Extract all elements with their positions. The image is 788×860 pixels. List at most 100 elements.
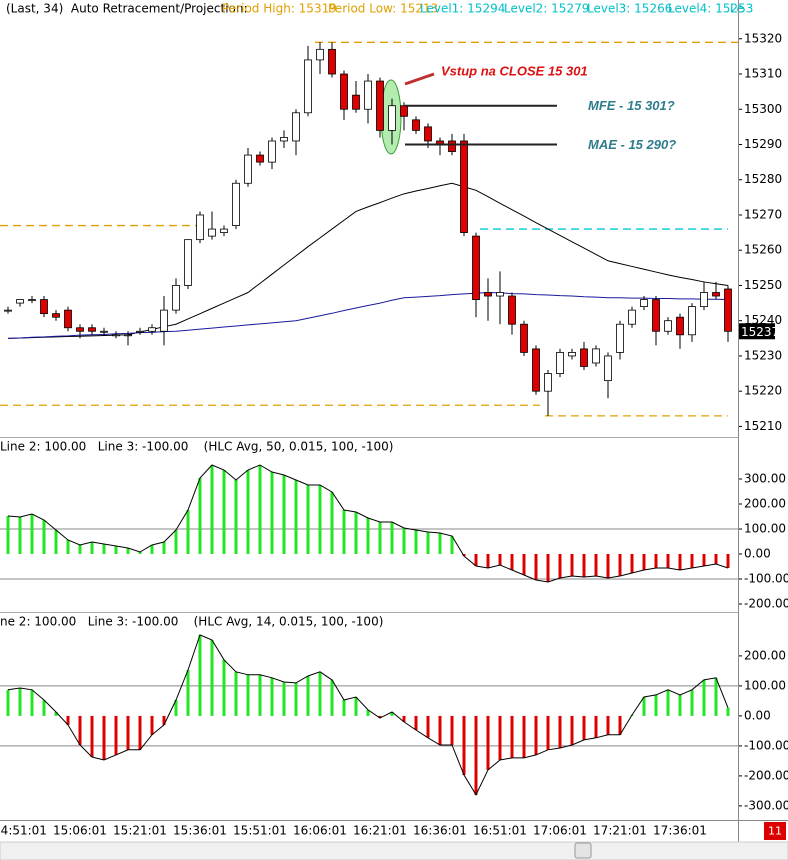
candle-body: [508, 295, 516, 325]
candle-body: [628, 309, 636, 325]
candle-body: [196, 214, 204, 241]
histogram-bar: [474, 715, 478, 795]
histogram-bar: [618, 715, 622, 735]
x-tick-label: 16:21:01: [353, 824, 407, 838]
histogram-bar: [462, 715, 466, 775]
histogram-bar: [654, 554, 658, 568]
histogram-bar: [438, 533, 442, 554]
histogram-bar: [234, 671, 238, 716]
histogram-bar: [486, 554, 490, 568]
scrollbar-thumb[interactable]: [574, 842, 592, 859]
y-tick-label: 15300: [744, 102, 782, 116]
x-tick-label: 16:36:01: [413, 824, 467, 838]
histogram-bar: [282, 682, 286, 716]
histogram-bar: [666, 689, 670, 716]
candle-body: [580, 348, 588, 367]
histogram-bar: [18, 688, 22, 716]
histogram-bar: [258, 674, 262, 716]
overlay: (Last, 34) Auto Retracement/Projection:P…: [0, 2, 788, 838]
histogram-bar: [474, 554, 478, 566]
histogram-bar: [378, 522, 382, 554]
histogram-bar: [102, 544, 106, 554]
candle-body: [688, 306, 696, 336]
histogram-bar: [174, 700, 178, 716]
histogram-bar: [174, 530, 178, 554]
candle-body: [424, 126, 432, 142]
candle-body: [256, 154, 264, 163]
entry-arrow: [404, 72, 435, 86]
y-tick-label: 15260: [744, 243, 782, 257]
candle-body: [172, 285, 180, 311]
histogram-bar: [354, 697, 358, 716]
histogram-bar: [186, 510, 190, 554]
histogram-envelope: [7, 634, 729, 796]
candle-body: [700, 292, 708, 308]
histogram-bar: [678, 694, 682, 716]
histogram-bar: [642, 697, 646, 716]
histogram-bar: [702, 679, 706, 716]
candle-body: [88, 327, 96, 332]
candle-body: [532, 348, 540, 392]
y-tick-label: 15210: [744, 419, 782, 433]
candle-body: [328, 48, 336, 75]
histogram-bar: [270, 472, 274, 554]
histogram-bar: [606, 554, 610, 578]
candle-body: [16, 299, 24, 304]
y-tick-label: 0.00: [744, 547, 771, 561]
histogram-bar: [366, 709, 370, 716]
candle-body: [280, 137, 288, 142]
histogram-bar: [114, 546, 118, 554]
histogram-bar: [162, 542, 166, 554]
histogram-bar: [162, 715, 166, 725]
last-price-label: 15237: [741, 325, 779, 339]
histogram-bar: [402, 715, 406, 722]
histogram-bar: [582, 554, 586, 577]
candle-body: [76, 327, 84, 332]
y-tick-label: 15310: [744, 67, 782, 81]
candle-body: [652, 299, 660, 332]
page-number: 11: [768, 825, 782, 838]
x-tick-label: 17:21:01: [593, 824, 647, 838]
candle-body: [616, 323, 624, 353]
histogram-bar: [594, 554, 598, 576]
histogram-bar: [426, 532, 430, 554]
header-text: (Last, 34) Auto Retracement/Projection:: [6, 2, 248, 16]
histogram-bar: [690, 689, 694, 716]
candle-body: [412, 119, 420, 131]
candle-body: [316, 48, 324, 61]
histogram-bar: [546, 715, 550, 750]
histogram-bar: [558, 715, 562, 748]
histogram-bar: [210, 640, 214, 716]
y-tick-label: 200.00: [744, 648, 786, 662]
histogram-bar: [522, 715, 526, 758]
last-price-box: [739, 323, 775, 340]
header-text: Level2: 15279: [504, 2, 589, 16]
y-tick-label: 15270: [744, 207, 782, 221]
scrollbar[interactable]: [0, 841, 788, 860]
y-tick-label: 100.00: [744, 678, 786, 692]
candle-body: [100, 330, 108, 333]
candle-body: [28, 299, 36, 301]
y-tick-label: 300.00: [744, 472, 786, 486]
histogram-bar: [678, 554, 682, 570]
y-tick-label: -200.00: [744, 768, 788, 782]
candle-body: [244, 154, 252, 184]
histogram-bar: [654, 694, 658, 716]
histogram-bar: [714, 677, 718, 716]
histogram-bar: [6, 516, 10, 554]
histogram-bar: [318, 671, 322, 716]
histogram-bar: [18, 517, 22, 554]
candle-body: [292, 112, 300, 142]
x-tick-label: 15:36:01: [173, 824, 227, 838]
candle-body: [136, 330, 144, 333]
histogram-bar: [66, 540, 70, 554]
header-text: Level3: 15266: [587, 2, 672, 16]
header-text: Period High: 15319: [222, 2, 337, 16]
histogram-bar: [510, 554, 514, 570]
candle-body: [52, 313, 60, 318]
x-tick-label: 15:21:01: [113, 824, 167, 838]
histogram-bar: [42, 700, 46, 716]
candle-body: [640, 299, 648, 308]
histogram-bar: [714, 554, 718, 564]
histogram-bar: [390, 522, 394, 554]
